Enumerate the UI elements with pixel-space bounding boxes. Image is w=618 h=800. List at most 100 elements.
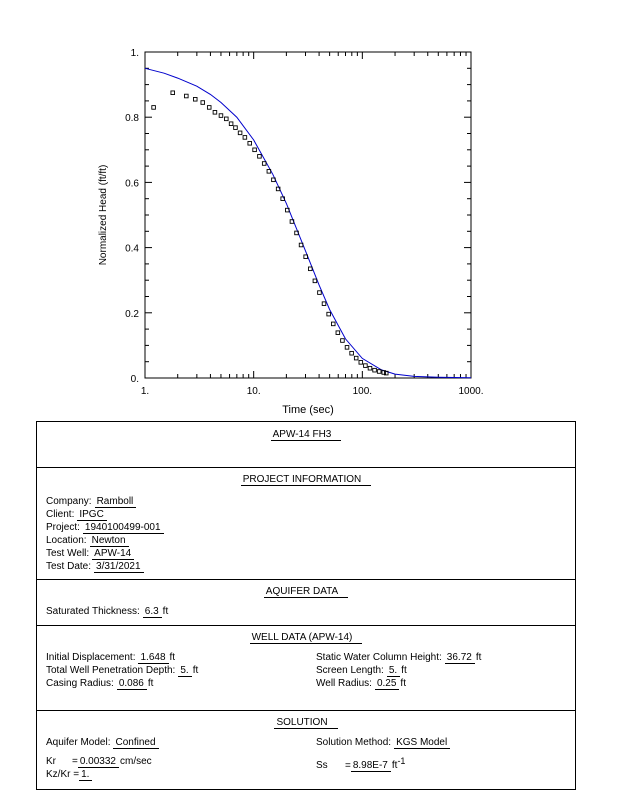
screen-length-value: 5. (386, 665, 401, 677)
casing-radius-value: 0.086 (116, 678, 147, 690)
observed-point (285, 207, 290, 213)
type-curve-chart: 1. 10. 100. 1000. 0. 0.2 0.4 0.6 0.8 1. Time (sec… (98, 48, 484, 416)
y-tick-label: 0.2 (125, 309, 139, 320)
observed-point (312, 278, 318, 284)
observed-point (228, 121, 234, 126)
report-title: APW-14 FH3 (37, 429, 575, 441)
initial-displacement-value: 1.648 (138, 652, 169, 664)
observed-point (384, 370, 389, 376)
ss-row: Ss = 8.98E-7 ft-1 (316, 756, 406, 773)
client-value: IPGC (77, 509, 107, 521)
project-value: 1940100499-001 (82, 522, 164, 534)
observed-point (335, 330, 341, 335)
observed-point (257, 154, 262, 159)
observed-point (331, 321, 336, 327)
observed-point (372, 367, 377, 373)
project-information-section: PROJECT INFORMATION Company: Ramboll Clie… (37, 467, 575, 579)
y-tick-label: 1. (131, 48, 139, 59)
project-row: Project: 1940100499-001 (46, 522, 164, 534)
company-value: Ramboll (94, 496, 137, 508)
observed-point (170, 90, 175, 95)
observed-point (298, 242, 304, 248)
well-radius-value: 0.25 (374, 678, 400, 690)
observed-point (200, 100, 206, 105)
observed-point (266, 169, 272, 174)
observed-point (242, 135, 248, 140)
observed-point (349, 350, 354, 356)
test-well-row: Test Well: APW-14 (46, 548, 135, 560)
observed-point (247, 141, 252, 146)
solution-method-value: KGS Model (394, 737, 451, 749)
observed-point (252, 147, 257, 153)
ss-value: 8.98E-7 (350, 760, 391, 773)
observed-point (381, 370, 387, 375)
observed-point (353, 355, 359, 361)
observed-point (317, 290, 322, 295)
observed-point (233, 125, 238, 130)
observed-point (308, 266, 313, 272)
fitted-curve (144, 67, 472, 379)
solution-method-row: Solution Method: KGS Model (316, 737, 451, 749)
observed-point (340, 338, 345, 343)
well-data-heading: WELL DATA (APW-14) (37, 632, 575, 644)
observed-point (184, 93, 189, 99)
kr-value: 0.00332 (77, 756, 119, 768)
location-row: Location: Newton (46, 535, 129, 547)
kzkr-value: 1. (79, 769, 93, 781)
aquifer-data-section: AQUIFER DATA Saturated Thickness: 6.3 ft (37, 579, 575, 625)
observed-point (261, 161, 267, 166)
observed-point (363, 363, 368, 368)
observed-point (376, 369, 382, 374)
observed-point (212, 110, 218, 115)
test-date-row: Test Date: 3/31/2021 (46, 561, 144, 573)
company-row: Company: Ramboll (46, 496, 137, 508)
observed-point (326, 311, 331, 317)
observed-point (271, 177, 276, 183)
aquifer-model-row: Aquifer Model: Confined (46, 737, 159, 749)
initial-displacement-row: Initial Displacement: 1.648 ft (46, 652, 176, 664)
saturated-thickness-row: Saturated Thickness: 6.3 ft (46, 606, 169, 618)
observed-point (344, 345, 350, 350)
location-value: Newton (89, 535, 129, 547)
observed-point (321, 301, 327, 306)
x-axis-label: Time (sec) (282, 404, 334, 416)
observed-point (358, 360, 364, 365)
observed-point (280, 196, 285, 201)
aquifer-data-heading: AQUIFER DATA (37, 586, 575, 598)
kzkr-row: Kz/Kr = 1. (46, 769, 93, 781)
observed-point (289, 219, 295, 224)
x-tick-label: 1000. (458, 386, 483, 397)
penetration-row: Total Well Penetration Depth: 5. ft (46, 665, 199, 677)
kr-row: Kr = 0.00332 cm/sec (46, 756, 152, 768)
observed-point (218, 113, 224, 118)
observed-point (224, 116, 229, 122)
client-row: Client: IPGC (46, 509, 107, 521)
observed-point (303, 254, 308, 259)
observed-point (275, 186, 281, 192)
project-information-heading: PROJECT INFORMATION (37, 474, 575, 486)
observed-point (151, 105, 156, 110)
solution-section: SOLUTION Aquifer Model: Confined Solution… (37, 710, 575, 790)
static-water-row: Static Water Column Height: 36.72 ft (316, 652, 482, 664)
observed-point (367, 365, 373, 371)
well-data-section: WELL DATA (APW-14) Initial Displacement:… (37, 625, 575, 710)
static-water-value: 36.72 (444, 652, 475, 664)
solution-heading: SOLUTION (37, 717, 575, 729)
x-tick-label: 100. (353, 386, 372, 397)
aquifer-model-value: Confined (113, 737, 159, 749)
screen-length-row: Screen Length: 5. ft (316, 665, 407, 677)
observed-point (237, 130, 243, 136)
report-panel: APW-14 FH3 PROJECT INFORMATION Company: R… (36, 421, 576, 790)
y-tick-label: 0.8 (125, 113, 139, 124)
observed-point (192, 97, 198, 102)
y-tick-label: 0.4 (125, 244, 139, 255)
saturated-thickness-value: 6.3 (142, 606, 162, 618)
penetration-value: 5. (178, 665, 192, 677)
test-date-value: 3/31/2021 (94, 561, 144, 573)
y-tick-label: 0. (131, 374, 139, 385)
y-axis-label: Normalized Head (ft/ft) (98, 165, 109, 266)
observed-point (206, 105, 212, 110)
casing-radius-row: Casing Radius: 0.086 ft (46, 678, 154, 690)
x-tick-label: 1. (141, 386, 149, 397)
y-tick-label: 0.6 (125, 178, 139, 189)
